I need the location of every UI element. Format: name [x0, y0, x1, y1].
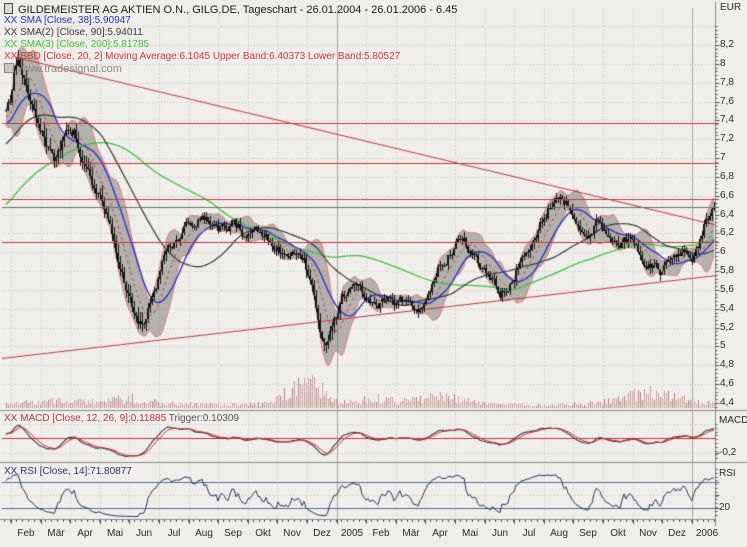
x-axis-month-label: Dez: [313, 528, 331, 539]
x-axis-month-label: Aug: [550, 528, 568, 539]
price-axis-label: 7,4: [720, 114, 734, 125]
x-axis-month-label: Jun: [491, 528, 509, 539]
price-axis-label: 5: [720, 340, 726, 351]
legend-text: SMA(2) [Close, 90]:5.94011: [20, 27, 143, 38]
price-axis-label: 7,8: [720, 77, 734, 88]
legend-text: MACD [Close, 12, 26, 9]:0.11885: [20, 413, 167, 424]
x-axis-month-label: Apr: [432, 528, 448, 539]
price-axis-label: 7,6: [720, 96, 734, 107]
rsi-axis-title: RSI: [719, 468, 736, 479]
x-axis-month-label: Okt: [610, 528, 626, 539]
legend-rsi: XX RSI [Close, 14]:71.80877: [4, 466, 132, 478]
price-axis-label: 6,4: [720, 209, 734, 220]
price-axis-label: 4,4: [720, 397, 734, 408]
price-axis-title: EUR: [720, 2, 742, 13]
legend-text: SMA(3) [Close, 200]:5.81785: [20, 39, 150, 50]
price-axis-label: 5,2: [720, 322, 734, 333]
legend-sma-38: XX SMA [Close, 38]:5.90947: [4, 15, 131, 27]
legend-marker: XX: [4, 15, 18, 26]
price-axis-label: 6,6: [720, 190, 734, 201]
macd-axis-label: -0,2: [719, 447, 737, 458]
legend-marker: XX: [4, 27, 18, 38]
x-axis-month-label: Mär: [402, 528, 420, 539]
x-axis-month-label: 2005: [340, 528, 364, 539]
x-axis-month-label: 2006: [695, 528, 719, 539]
legend-text: RSI [Close, 14]:71.80877: [20, 466, 132, 477]
chart-window-icon: [4, 3, 13, 14]
x-axis-month-label: Apr: [77, 528, 93, 539]
x-axis-month-label: Dez: [668, 528, 686, 539]
price-axis-label: 6,2: [720, 227, 734, 238]
legend-sma-90: XX SMA(2) [Close, 90]:5.94011: [4, 27, 143, 39]
x-axis-month-label: Aug: [195, 528, 213, 539]
legend-marker: XX: [4, 466, 18, 477]
x-axis-month-label: Feb: [17, 528, 35, 539]
x-axis-month-label: Nov: [283, 528, 301, 539]
price-axis-label: 5,4: [720, 303, 734, 314]
legend-marker: XX: [4, 413, 18, 424]
tradesignal-logo-icon: [4, 63, 14, 73]
legend-marker: XX: [4, 39, 18, 50]
legend-macd: XX MACD [Close, 12, 26, 9]:0.11885 Trigg…: [4, 413, 239, 425]
x-axis-month-label: Mai: [106, 528, 124, 539]
x-axis-month-label: Jun: [135, 528, 153, 539]
title-bar: GILDEMEISTER AG AKTIEN O.N., GILG.DE, Ta…: [4, 3, 457, 16]
x-axis-month-label: Sep: [579, 528, 597, 539]
macd-axis-title: MACD: [719, 415, 747, 426]
legend-text: SMA [Close, 38]:5.90947: [20, 15, 131, 26]
x-axis-month-label: Nov: [639, 528, 657, 539]
watermark-text: www.tradesignal.com: [18, 63, 122, 75]
x-axis-month-label: Jul: [522, 528, 536, 539]
price-axis-label: 5,8: [720, 265, 734, 276]
price-axis-label: 4,8: [720, 359, 734, 370]
price-axis-label: 6: [720, 246, 726, 257]
legend-marker: XX: [4, 51, 18, 62]
rsi-axis-label: 20: [719, 502, 731, 513]
x-axis-month-label: Sep: [224, 528, 242, 539]
price-axis-label: 8: [720, 58, 726, 69]
price-axis-label: 5,6: [720, 284, 734, 295]
legend-sma-200: XX SMA(3) [Close, 200]:5.81785: [4, 39, 149, 51]
x-axis-month-label: Jul: [167, 528, 181, 539]
x-axis-month-label: Mär: [47, 528, 65, 539]
watermark: www.tradesignal.com: [4, 63, 122, 75]
price-axis-label: 7: [720, 152, 726, 163]
chart-title: GILDEMEISTER AG AKTIEN O.N., GILG.DE, Ta…: [18, 4, 458, 16]
price-axis-label: 6,8: [720, 171, 734, 182]
legend-trigger-text: Trigger:0.10309: [168, 413, 239, 424]
x-axis-month-label: Okt: [255, 528, 271, 539]
price-axis-label: 8,2: [720, 39, 734, 50]
legend-text: BBD [Close, 20, 2] Moving Average:6.1045…: [20, 51, 401, 62]
price-axis-label: 7,2: [720, 133, 734, 144]
x-axis-month-label: Mai: [461, 528, 479, 539]
legend-bollinger: XX BBD [Close, 20, 2] Moving Average:6.1…: [4, 51, 400, 63]
price-axis-label: 4,6: [720, 378, 734, 389]
x-axis-month-label: Feb: [372, 528, 390, 539]
